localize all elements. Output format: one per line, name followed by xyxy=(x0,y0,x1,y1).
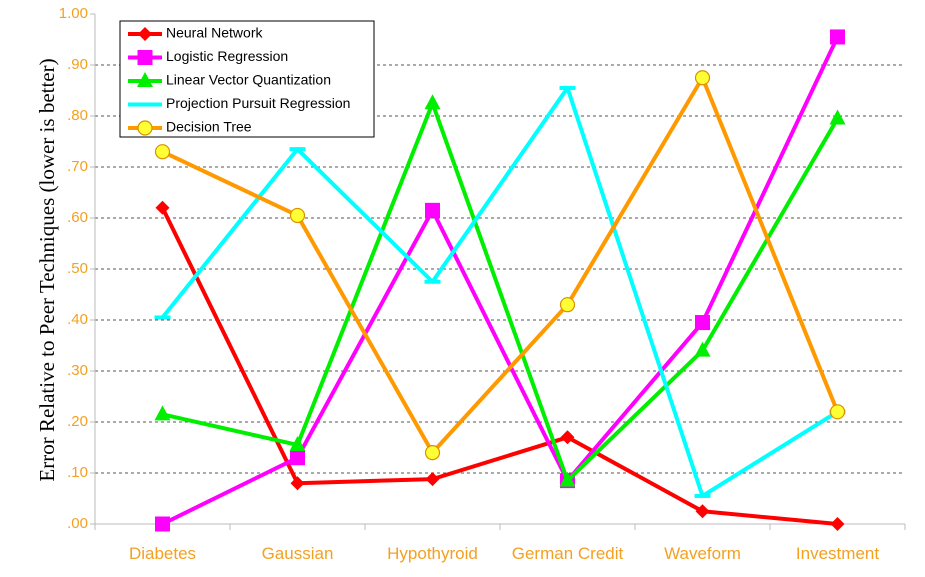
x-tick-label: Investment xyxy=(796,544,879,563)
marker-diamond xyxy=(695,504,710,519)
y-tick-label: 1.00 xyxy=(59,5,88,22)
legend-item: Logistic Regression xyxy=(128,48,288,65)
marker-circle xyxy=(694,70,711,86)
series-line xyxy=(160,206,838,526)
series-neural-network xyxy=(155,200,845,531)
x-tick-label: Gaussian xyxy=(262,544,334,563)
series-line xyxy=(162,101,840,483)
series-decision-tree xyxy=(154,70,846,461)
marker-diamond xyxy=(560,430,575,445)
tick-labels: .00 .10 .20 .30 .40 .50 .60 .70 .80 .90 1.00 Diabet… xyxy=(59,5,880,563)
x-tick-label: Hypothyroid xyxy=(387,544,478,563)
marker-triangle xyxy=(154,405,171,421)
series-line xyxy=(161,75,840,455)
marker-diamond xyxy=(155,200,170,215)
marker-circle xyxy=(154,144,171,160)
legend: Neural Network Logistic Regression Linear … xyxy=(119,20,375,138)
marker-square xyxy=(155,516,170,532)
marker-circle xyxy=(289,207,306,224)
y-tick-label: .50 xyxy=(67,260,88,277)
marker-square xyxy=(290,450,305,466)
legend-label: Linear Vector Quantization xyxy=(166,72,331,88)
data-series xyxy=(154,29,846,532)
y-tick-label: .20 xyxy=(67,413,88,430)
marker-square xyxy=(830,29,845,45)
marker-triangle xyxy=(289,435,306,451)
y-axis-title: Error Relative to Peer Techniques (lower… xyxy=(35,58,59,481)
x-tick-label: Diabetes xyxy=(129,544,196,563)
axes xyxy=(90,13,906,530)
legend-item: Projection Pursuit Regression xyxy=(128,95,350,111)
marker-triangle xyxy=(137,72,153,87)
y-tick-label: .60 xyxy=(67,209,88,226)
marker-triangle xyxy=(559,471,576,487)
marker-diamond xyxy=(830,517,845,531)
series-line xyxy=(160,85,839,498)
legend-label: Projection Pursuit Regression xyxy=(166,95,350,111)
x-tick-label: Waveform xyxy=(664,544,741,563)
y-tick-label: .70 xyxy=(67,158,88,175)
legend-label: Logistic Regression xyxy=(166,48,288,64)
marker-diamond xyxy=(290,476,305,491)
y-axis-label: Error Relative to Peer Techniques (lower… xyxy=(35,58,59,481)
marker-square xyxy=(695,315,710,331)
y-tick-label: .40 xyxy=(67,311,88,328)
marker-diamond xyxy=(425,472,440,487)
y-tick-label: .10 xyxy=(67,464,88,481)
y-tick-label: .80 xyxy=(67,107,88,124)
legend-item: Decision Tree xyxy=(128,119,252,136)
marker-circle xyxy=(559,297,576,313)
y-tick-label: .90 xyxy=(67,56,88,73)
y-tick-label: .00 xyxy=(67,515,88,532)
x-tick-label: German Credit xyxy=(512,544,624,563)
marker-triangle xyxy=(829,109,846,125)
series-projection-pursuit-regression xyxy=(154,85,846,498)
legend-label: Decision Tree xyxy=(166,119,252,135)
marker-circle xyxy=(424,445,441,461)
marker-triangle xyxy=(694,341,711,357)
gridlines xyxy=(95,64,905,474)
legend-box xyxy=(119,20,375,138)
marker-triangle xyxy=(424,94,441,110)
legend-item: Neural Network xyxy=(128,25,263,41)
legend-label: Neural Network xyxy=(166,25,263,41)
series-line xyxy=(161,36,840,526)
series-linear-vector-quantization xyxy=(154,94,846,487)
marker-diamond xyxy=(138,27,152,41)
marker-square xyxy=(137,50,153,65)
legend-item: Linear Vector Quantization xyxy=(128,72,331,88)
marker-square xyxy=(425,202,440,218)
y-tick-label: .30 xyxy=(67,362,88,379)
marker-circle xyxy=(829,404,846,420)
marker-circle xyxy=(137,120,153,136)
